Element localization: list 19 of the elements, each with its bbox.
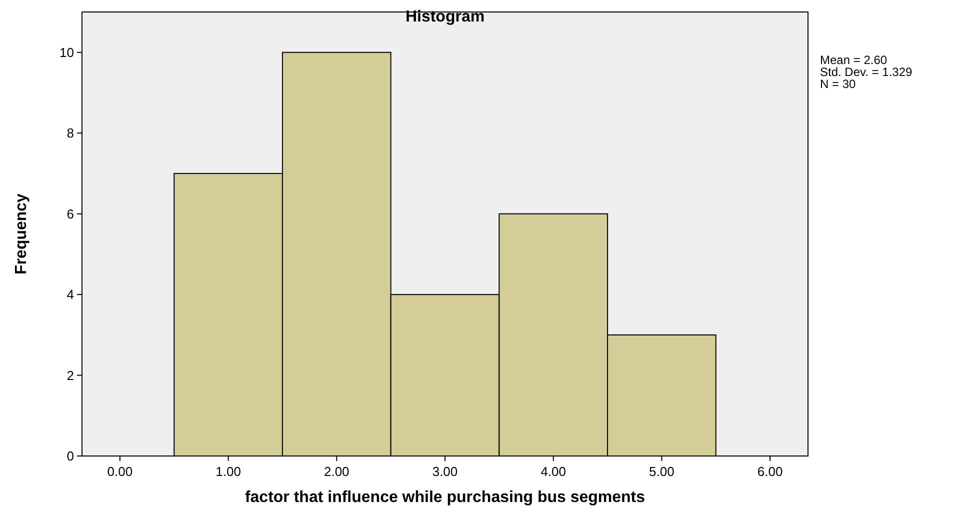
x-tick-label: 0.00 xyxy=(107,464,133,479)
x-tick-label: 4.00 xyxy=(540,464,566,479)
y-tick-label: 2 xyxy=(66,368,74,383)
y-axis-title: Frequency xyxy=(13,193,30,274)
y-tick-label: 10 xyxy=(60,44,74,60)
x-tick-label: 5.00 xyxy=(649,464,674,479)
y-tick-label: 6 xyxy=(66,206,74,222)
text: Std. Dev. = 1.329 xyxy=(820,65,912,79)
y-tick-label: 0 xyxy=(66,448,74,464)
x-tick-label: 3.00 xyxy=(432,464,458,479)
text: Mean = 2.60 xyxy=(820,53,888,67)
chart-title: Histogram xyxy=(405,8,485,26)
x-tick-label: 2.00 xyxy=(324,464,350,479)
y-tick-label: 4 xyxy=(66,287,74,302)
x-axis-title: factor that influence while purchasing bus segments xyxy=(244,489,646,506)
text: N = 30 xyxy=(820,77,856,91)
x-tick-label: 6.00 xyxy=(757,464,783,479)
x-tick-label: 1.00 xyxy=(216,464,241,479)
y-tick-label: 8 xyxy=(66,126,74,141)
